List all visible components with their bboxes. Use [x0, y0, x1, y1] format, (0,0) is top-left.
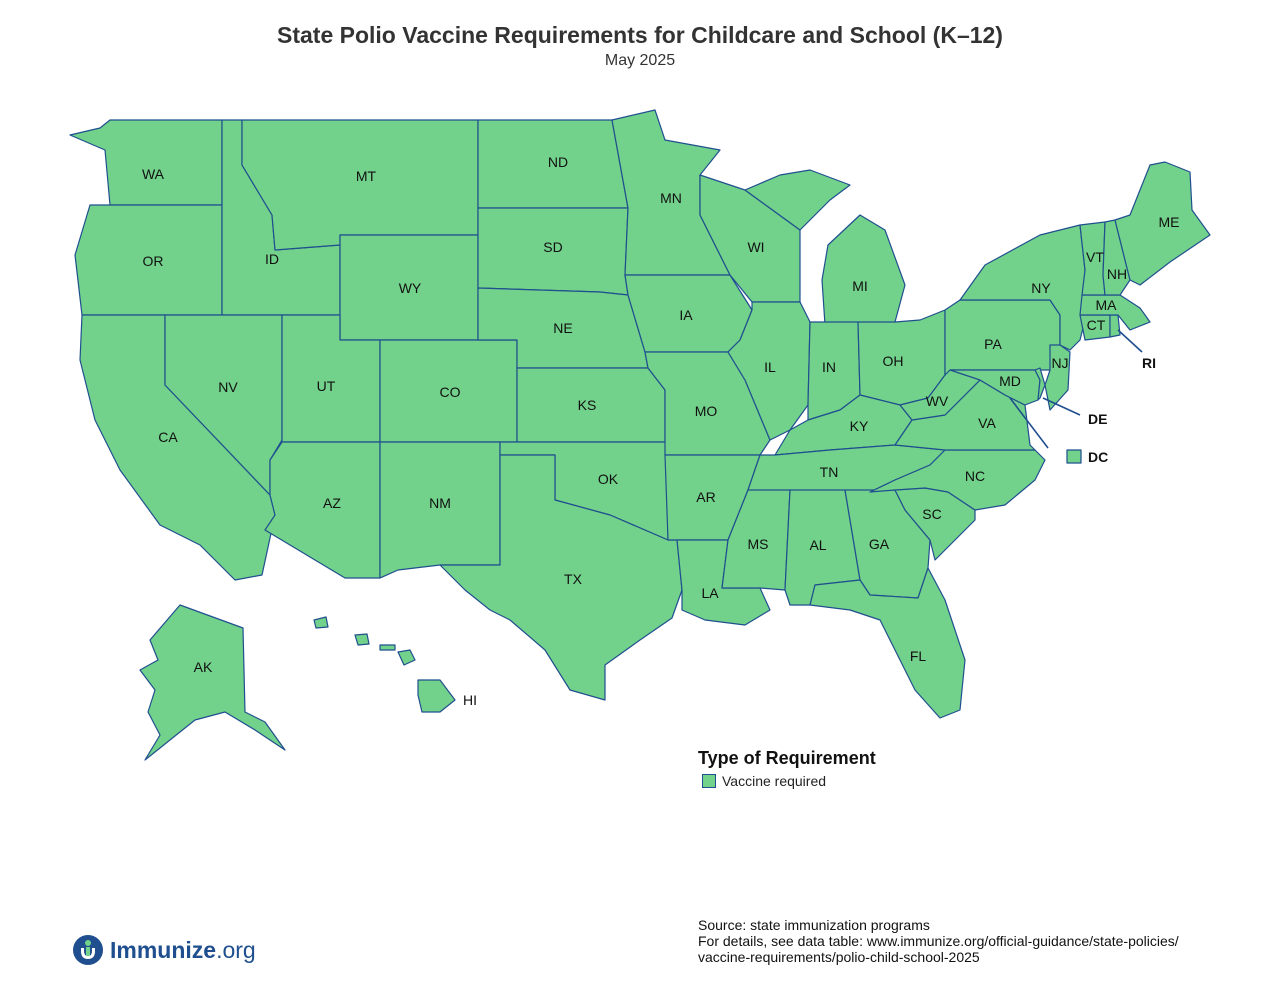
label-SD: SD — [543, 239, 562, 255]
state-NJ[interactable] — [1044, 344, 1071, 411]
label-NE: NE — [553, 320, 572, 336]
label-LA: LA — [701, 585, 719, 601]
source-line-1: Source: state immunization programs — [698, 917, 930, 933]
label-ME: ME — [1159, 214, 1180, 230]
legend: Type of Requirement Vaccine required — [698, 748, 876, 789]
leader-DE — [1042, 397, 1081, 416]
label-PA: PA — [984, 336, 1002, 352]
label-UT: UT — [317, 378, 336, 394]
state-IL[interactable] — [727, 301, 811, 441]
label-IL: IL — [764, 359, 776, 375]
label-GA: GA — [869, 536, 890, 552]
state-MA[interactable] — [1079, 294, 1151, 331]
source-note: Source: state immunization programs For … — [698, 917, 1179, 965]
state-AK[interactable] — [139, 604, 286, 761]
state-HI-oahu[interactable] — [354, 633, 370, 646]
label-IN: IN — [822, 359, 836, 375]
label-RI: RI — [1142, 355, 1156, 371]
leader-RI — [1117, 329, 1143, 353]
label-MD: MD — [999, 373, 1021, 389]
label-MO: MO — [695, 403, 718, 419]
logo-wordmark: Immunize.org — [110, 937, 256, 964]
immunize-logo[interactable]: Immunize.org — [72, 934, 256, 966]
label-WI: WI — [747, 239, 764, 255]
label-AK: AK — [194, 659, 213, 675]
state-MIUP[interactable] — [744, 169, 851, 231]
label-TN: TN — [820, 464, 839, 480]
label-KY: KY — [850, 418, 869, 434]
state-HI-big[interactable] — [417, 679, 456, 713]
source-line-2: For details, see data table: www.immuniz… — [698, 933, 1179, 949]
label-MI: MI — [852, 278, 868, 294]
label-DC: DC — [1088, 449, 1108, 465]
state-RI[interactable] — [1109, 314, 1121, 338]
label-ND: ND — [548, 154, 568, 170]
label-NM: NM — [429, 495, 451, 511]
state-HI-kauai[interactable] — [313, 616, 329, 629]
legend-item-label: Vaccine required — [722, 773, 827, 789]
leader-DC — [1009, 397, 1049, 449]
label-TX: TX — [564, 571, 583, 587]
immunize-logo-icon — [73, 935, 103, 965]
legend-swatch — [702, 774, 716, 788]
dc-swatch[interactable] — [1066, 449, 1082, 464]
state-WA[interactable] — [69, 119, 223, 206]
state-HI-maui[interactable] — [397, 649, 416, 666]
label-OK: OK — [598, 471, 619, 487]
source-line-3: vaccine-requirements/polio-child-school-… — [698, 949, 980, 965]
map-subtitle: May 2025 — [604, 52, 676, 69]
label-MS: MS — [748, 536, 769, 552]
label-NJ: NJ — [1051, 355, 1068, 371]
label-DE: DE — [1088, 411, 1107, 427]
state-ME[interactable] — [1114, 161, 1211, 286]
label-CO: CO — [440, 384, 461, 400]
label-VT: VT — [1086, 249, 1104, 265]
label-AL: AL — [809, 537, 826, 553]
label-MT: MT — [356, 168, 377, 184]
label-VA: VA — [978, 415, 996, 431]
label-OH: OH — [883, 353, 904, 369]
label-KS: KS — [578, 397, 597, 413]
label-HI: HI — [463, 692, 477, 708]
label-AZ: AZ — [323, 495, 341, 511]
state-FL[interactable] — [809, 567, 966, 719]
state-HI-molokai[interactable] — [379, 644, 396, 651]
state-TX[interactable] — [439, 454, 683, 701]
map-title: State Polio Vaccine Requirements for Chi… — [277, 22, 1003, 48]
label-CA: CA — [158, 429, 178, 445]
label-NY: NY — [1031, 280, 1051, 296]
logo-suffix: .org — [216, 936, 256, 963]
label-NH: NH — [1107, 266, 1127, 282]
label-NV: NV — [218, 379, 238, 395]
label-IA: IA — [679, 307, 693, 323]
logo-name: Immunize — [110, 936, 217, 963]
legend-title: Type of Requirement — [698, 748, 876, 768]
label-NC: NC — [965, 468, 985, 484]
label-CT: CT — [1087, 317, 1106, 333]
label-FL: FL — [910, 648, 927, 664]
label-MA: MA — [1096, 297, 1118, 313]
state-PA[interactable] — [944, 299, 1061, 376]
label-OR: OR — [143, 253, 164, 269]
state-MT[interactable] — [241, 119, 479, 251]
state-DE[interactable] — [1034, 367, 1046, 401]
label-WA: WA — [142, 166, 165, 182]
legend-item-vaccine-required: Vaccine required — [698, 773, 876, 789]
label-WV: WV — [926, 393, 949, 409]
state-MI[interactable] — [821, 214, 906, 326]
label-AR: AR — [696, 489, 715, 505]
label-SC: SC — [922, 506, 941, 522]
label-MN: MN — [660, 190, 682, 206]
label-WY: WY — [399, 280, 422, 296]
label-ID: ID — [265, 251, 279, 267]
